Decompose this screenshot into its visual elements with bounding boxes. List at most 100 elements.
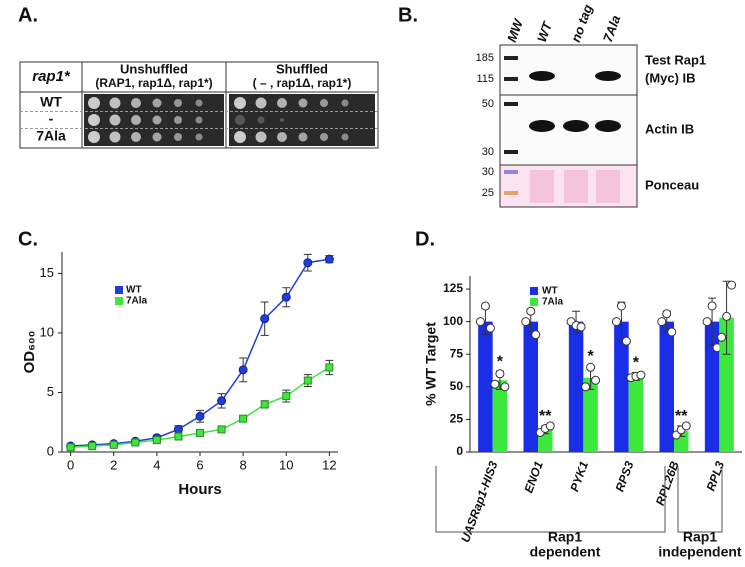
ladder-band (504, 56, 518, 60)
yeast-spot (131, 115, 141, 125)
y-tick-label: 25 (450, 412, 464, 426)
column-title: Unshuffled (120, 61, 188, 76)
column-title: Shuffled (276, 61, 328, 76)
data-point (217, 425, 226, 434)
replicate-point (717, 332, 727, 342)
row-label: - (49, 111, 54, 127)
bar (568, 321, 584, 452)
y-tick-label: 5 (47, 384, 54, 399)
group-label: Rap1 (548, 529, 582, 545)
replicate-point (480, 301, 490, 311)
bar (719, 317, 734, 452)
data-point (282, 392, 291, 401)
x-tick-label: 12 (322, 457, 336, 472)
data-point (260, 400, 269, 409)
data-point (324, 254, 334, 264)
y-axis-label: % WT Target (423, 322, 439, 406)
blot-band (529, 120, 555, 132)
yeast-spot (341, 99, 349, 107)
ladder-band (504, 102, 518, 106)
blot-label: Actin IB (645, 121, 694, 136)
yeast-spot (174, 133, 182, 141)
replicate-point (722, 311, 732, 321)
legend-label: 7Ala (542, 297, 564, 308)
lane-label: MW (504, 16, 527, 44)
blot-band (563, 120, 589, 132)
replicate-point (591, 375, 601, 385)
replicate-point (586, 362, 596, 372)
ponceau-lane (596, 170, 620, 203)
category-label: ENO1 (521, 459, 545, 495)
blot-band (595, 120, 621, 132)
panel-label: D. (415, 228, 435, 250)
replicate-point (662, 309, 672, 319)
replicate-point (495, 369, 505, 379)
x-tick-label: 10 (279, 457, 293, 472)
legend-swatch (115, 297, 123, 305)
category-label: RPL3 (703, 459, 727, 493)
y-tick-label: 0 (47, 443, 54, 458)
data-point (195, 411, 205, 421)
significance: ** (539, 408, 552, 425)
mw-marker: 25 (482, 187, 494, 199)
yeast-spot (255, 97, 267, 109)
blot-band (529, 71, 555, 81)
replicate-point (500, 382, 510, 392)
legend-label: WT (542, 286, 558, 297)
y-tick-label: 100 (443, 314, 463, 328)
x-tick-label: 2 (110, 457, 117, 472)
data-point (173, 424, 183, 434)
replicate-point (545, 421, 555, 431)
yeast-spot (235, 115, 245, 125)
yeast-spot (298, 98, 308, 108)
data-point (325, 363, 334, 372)
ponceau-lane (530, 170, 554, 203)
bar (523, 321, 538, 452)
replicate-point (702, 317, 712, 327)
blot-label: Test Rap1 (645, 52, 706, 67)
yeast-spot (277, 132, 287, 142)
bar (478, 321, 493, 452)
yeast-spot (152, 98, 162, 108)
y-tick-label: 15 (40, 265, 54, 280)
replicate-point (621, 336, 631, 346)
table-frame (19, 61, 379, 149)
x-tick-label: 8 (240, 457, 247, 472)
data-point (238, 365, 248, 375)
replicate-point (681, 421, 691, 431)
data-point (303, 258, 313, 268)
x-tick-label: 4 (153, 457, 160, 472)
mw-marker: 30 (482, 166, 494, 178)
category-label: RPS3 (613, 459, 637, 494)
replicate-point (581, 382, 591, 392)
group-label: Rap1 (683, 529, 717, 545)
replicate-point (611, 317, 621, 327)
replicate-point (667, 327, 677, 337)
yeast-spot (341, 133, 349, 141)
data-point (217, 396, 227, 406)
replicate-point (521, 317, 531, 327)
yeast-spot (320, 99, 328, 107)
mw-marker: 50 (482, 98, 494, 110)
x-tick-label: 6 (196, 457, 203, 472)
legend-swatch (530, 298, 538, 306)
lane-label: 7Ala (600, 13, 623, 44)
legend-swatch (530, 287, 538, 295)
column-subtitle: ( – , rap1Δ, rap1*) (253, 76, 352, 90)
yeast-spot (195, 133, 203, 141)
ponceau-lane (564, 170, 588, 203)
data-point (66, 443, 75, 452)
group-bracket (677, 466, 723, 533)
ladder-band (504, 150, 518, 154)
legend-label: 7Ala (126, 296, 148, 307)
y-tick-label: 125 (443, 281, 463, 295)
significance: ** (675, 408, 688, 425)
data-point (239, 414, 248, 423)
data-point (131, 438, 140, 447)
replicate-point (616, 301, 626, 311)
group-label: independent (658, 544, 742, 560)
replicate-point (576, 322, 586, 332)
legend-label: WT (126, 285, 142, 296)
significance: * (587, 348, 594, 365)
y-tick-label: 10 (40, 324, 54, 339)
